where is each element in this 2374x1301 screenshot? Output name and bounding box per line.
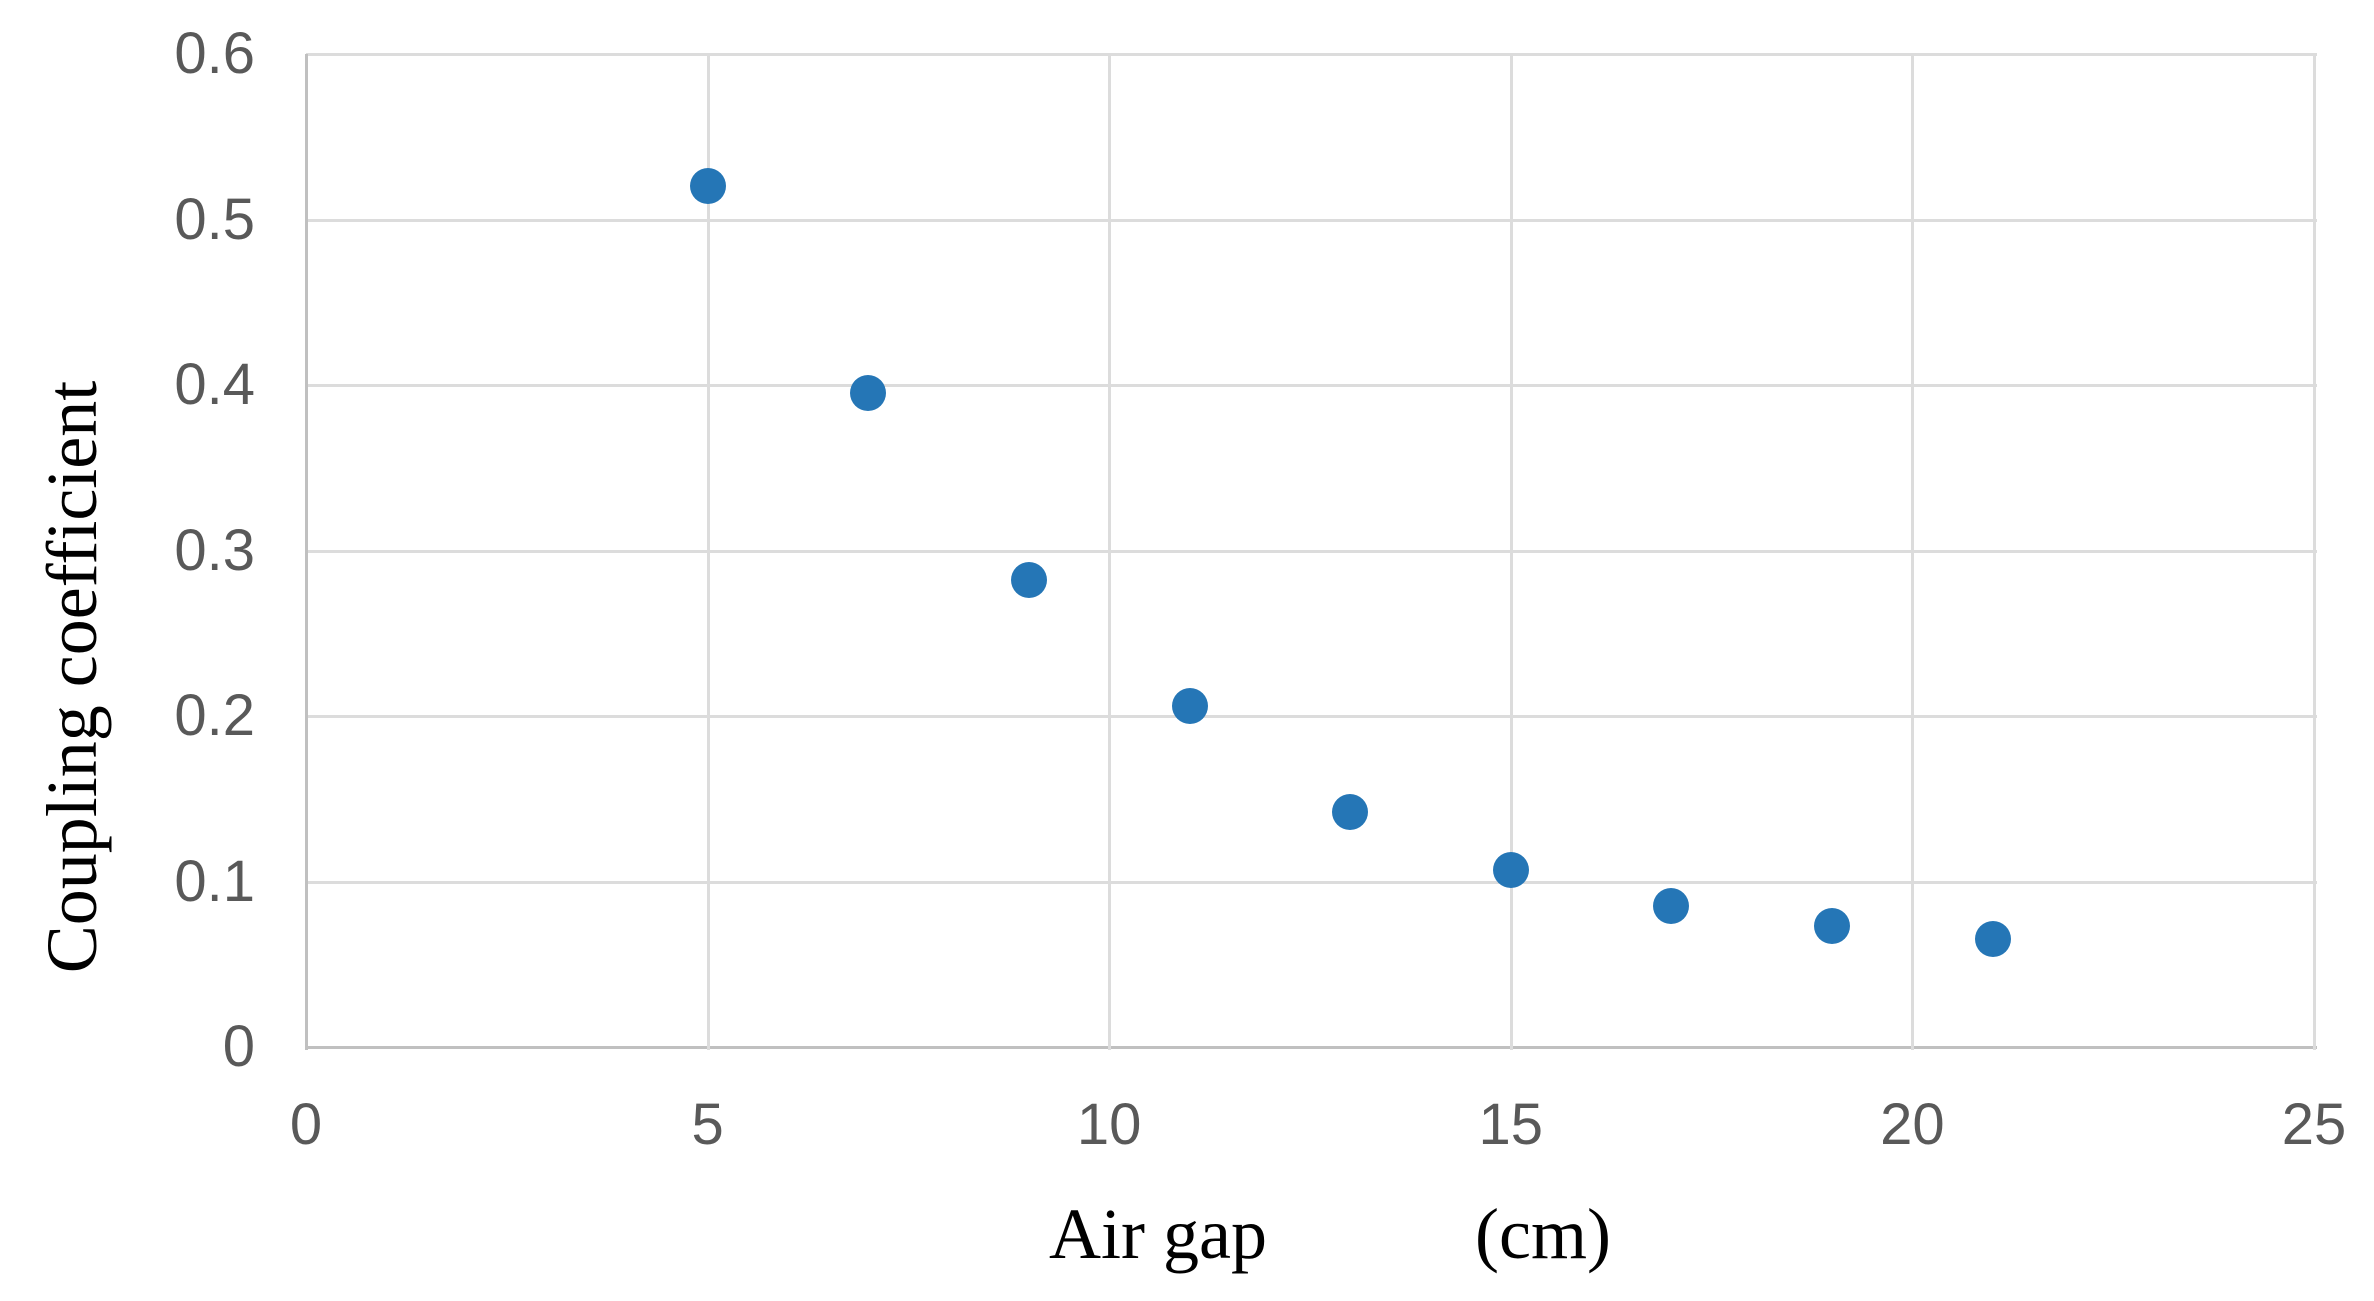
x-tick-label: 15 xyxy=(1478,1092,1544,1157)
y-tick-label: 0.5 xyxy=(174,186,255,252)
data-point xyxy=(1010,562,1047,599)
y-tick-label: 0.3 xyxy=(174,517,255,583)
data-point xyxy=(850,375,887,412)
x-tick-label: 25 xyxy=(2281,1092,2347,1157)
v-gridline xyxy=(1509,54,1513,1050)
data-point xyxy=(1653,888,1690,925)
h-gridline xyxy=(306,715,2317,718)
v-gridline xyxy=(1108,54,1112,1050)
y-axis-title: Coupling coefficient xyxy=(32,380,112,974)
data-point xyxy=(1814,908,1851,945)
x-tick-label: 5 xyxy=(691,1092,724,1157)
x-tick-label: 20 xyxy=(1880,1092,1945,1157)
h-gridline xyxy=(306,549,2317,553)
y-tick-label: 0.4 xyxy=(174,352,255,417)
data-point xyxy=(1492,851,1529,888)
y-axis-line xyxy=(305,54,308,1050)
x-tick-label: 0 xyxy=(289,1092,323,1157)
h-gridline xyxy=(306,218,2317,222)
v-gridline xyxy=(1911,54,1915,1050)
y-tick-label: 0.6 xyxy=(174,21,255,86)
h-gridline xyxy=(306,880,2317,884)
data-point xyxy=(1171,688,1208,725)
v-gridline xyxy=(2313,54,2316,1050)
data-point xyxy=(689,168,726,205)
x-tick-label: 10 xyxy=(1076,1092,1142,1157)
x-axis-line xyxy=(306,1046,2317,1049)
x-axis-title-text: Air gap xyxy=(1049,1194,1267,1274)
y-tick-label: 0.1 xyxy=(174,848,255,914)
h-gridline xyxy=(306,53,2317,56)
y-tick-label: 0.2 xyxy=(174,683,255,748)
data-point xyxy=(1332,793,1369,830)
h-gridline xyxy=(306,384,2317,387)
data-point xyxy=(1974,921,2011,958)
x-axis-title-unit: (cm) xyxy=(1475,1194,1611,1274)
v-gridline xyxy=(706,54,710,1050)
y-tick-label: 0 xyxy=(222,1014,255,1079)
